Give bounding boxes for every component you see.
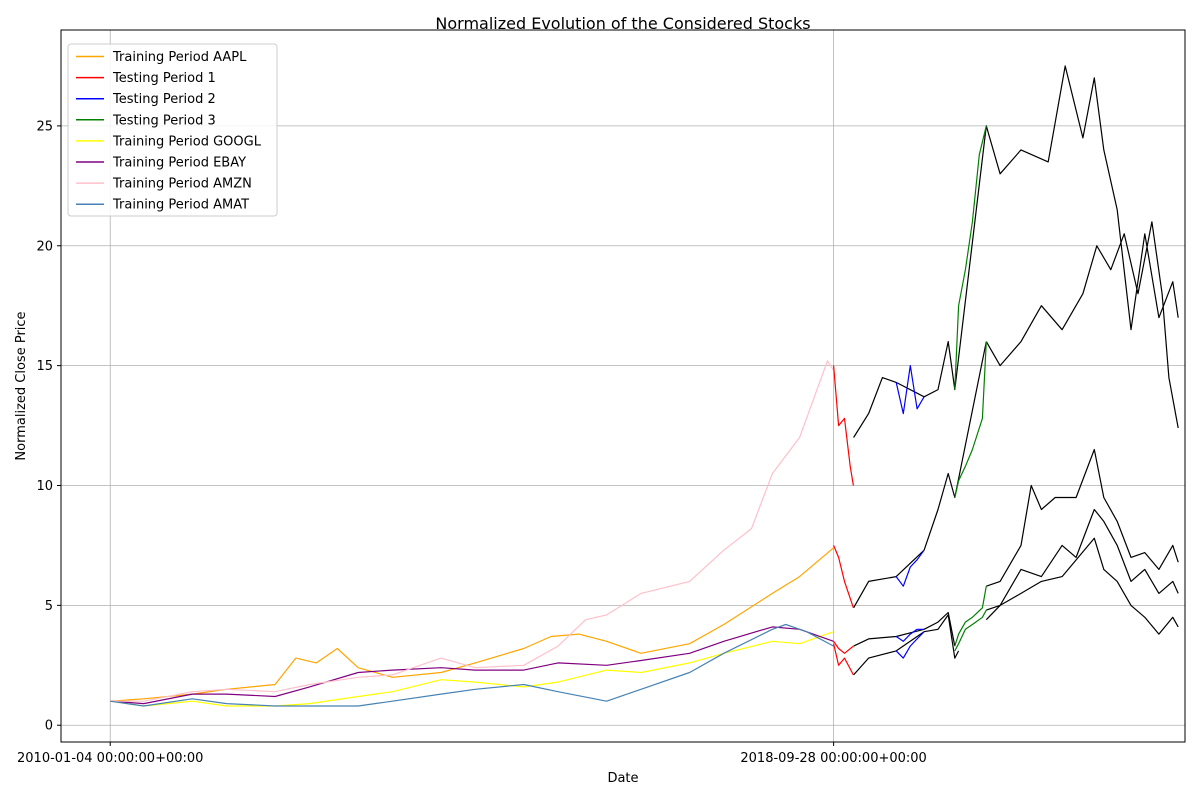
series-group [110,65,1179,707]
series-line-testing-period-1 [833,365,854,486]
y-tick-label: 25 [36,119,53,134]
plot-frame [60,29,1186,743]
series-line-unlabeled-24 [954,609,987,652]
legend-label: Training Period AMAT [112,198,249,213]
legend-label: Training Period EBAY [112,156,246,171]
y-tick-label: 20 [36,239,53,254]
chart-title: Normalized Evolution of the Considered S… [435,14,810,33]
y-tick-label: 10 [36,479,53,494]
series-line-unlabeled-2 [853,341,987,609]
x-tick-label: 2018-09-28 00:00:00+00:00 [740,751,926,766]
y-axis-label: Normalized Close Price [14,311,29,460]
x-tick-label: 2010-01-04 00:00:00+00:00 [17,751,203,766]
x-axis-label: Date [607,771,638,786]
series-line-unlabeled-3 [986,448,1179,587]
series-line-training-period-aapl [110,547,834,702]
series-line-unlabeled-0 [853,65,1179,438]
legend-box [67,43,278,217]
series-line-unlabeled-7 [853,614,960,676]
series-line-unlabeled-22 [954,341,987,498]
y-tick-label: 15 [36,359,53,374]
series-line-training-period-ebay [110,626,834,705]
legend-label: Testing Period 3 [112,113,216,128]
series-line-training-period-amzn [110,360,835,702]
series-line-unlabeled-20 [895,631,925,659]
series-line-unlabeled-5 [985,537,1179,635]
series-line-training-period-amat [110,623,834,707]
series-line-unlabeled-15 [833,640,854,654]
series-line-unlabeled-14 [833,545,854,608]
series-line-unlabeled-18 [895,549,925,587]
series-line-testing-period-2 [895,365,925,415]
series-line-unlabeled-16 [833,643,854,676]
legend-label: Training Period GOOGL [112,134,262,149]
series-line-unlabeled-1 [985,221,1179,429]
legend-label: Training Period AAPL [112,50,247,65]
legend-label: Training Period AMZN [112,177,252,192]
series-line-unlabeled-4 [986,508,1179,611]
series-line-unlabeled-23 [954,586,987,647]
series-line-unlabeled-19 [895,628,925,642]
series-line-testing-period-3 [954,125,987,390]
axis-ticks: 0 5 10 15 20 25 2010-01-04 00:00:00+00:00 2018-… [17,119,927,766]
legend-label: Testing Period 2 [112,92,216,107]
y-tick-label: 0 [45,719,53,734]
legend-label: Testing Period 1 [112,71,216,86]
legend: Training Period AAPL Testing Period 1 Test… [67,43,278,217]
y-tick-label: 5 [45,599,53,614]
